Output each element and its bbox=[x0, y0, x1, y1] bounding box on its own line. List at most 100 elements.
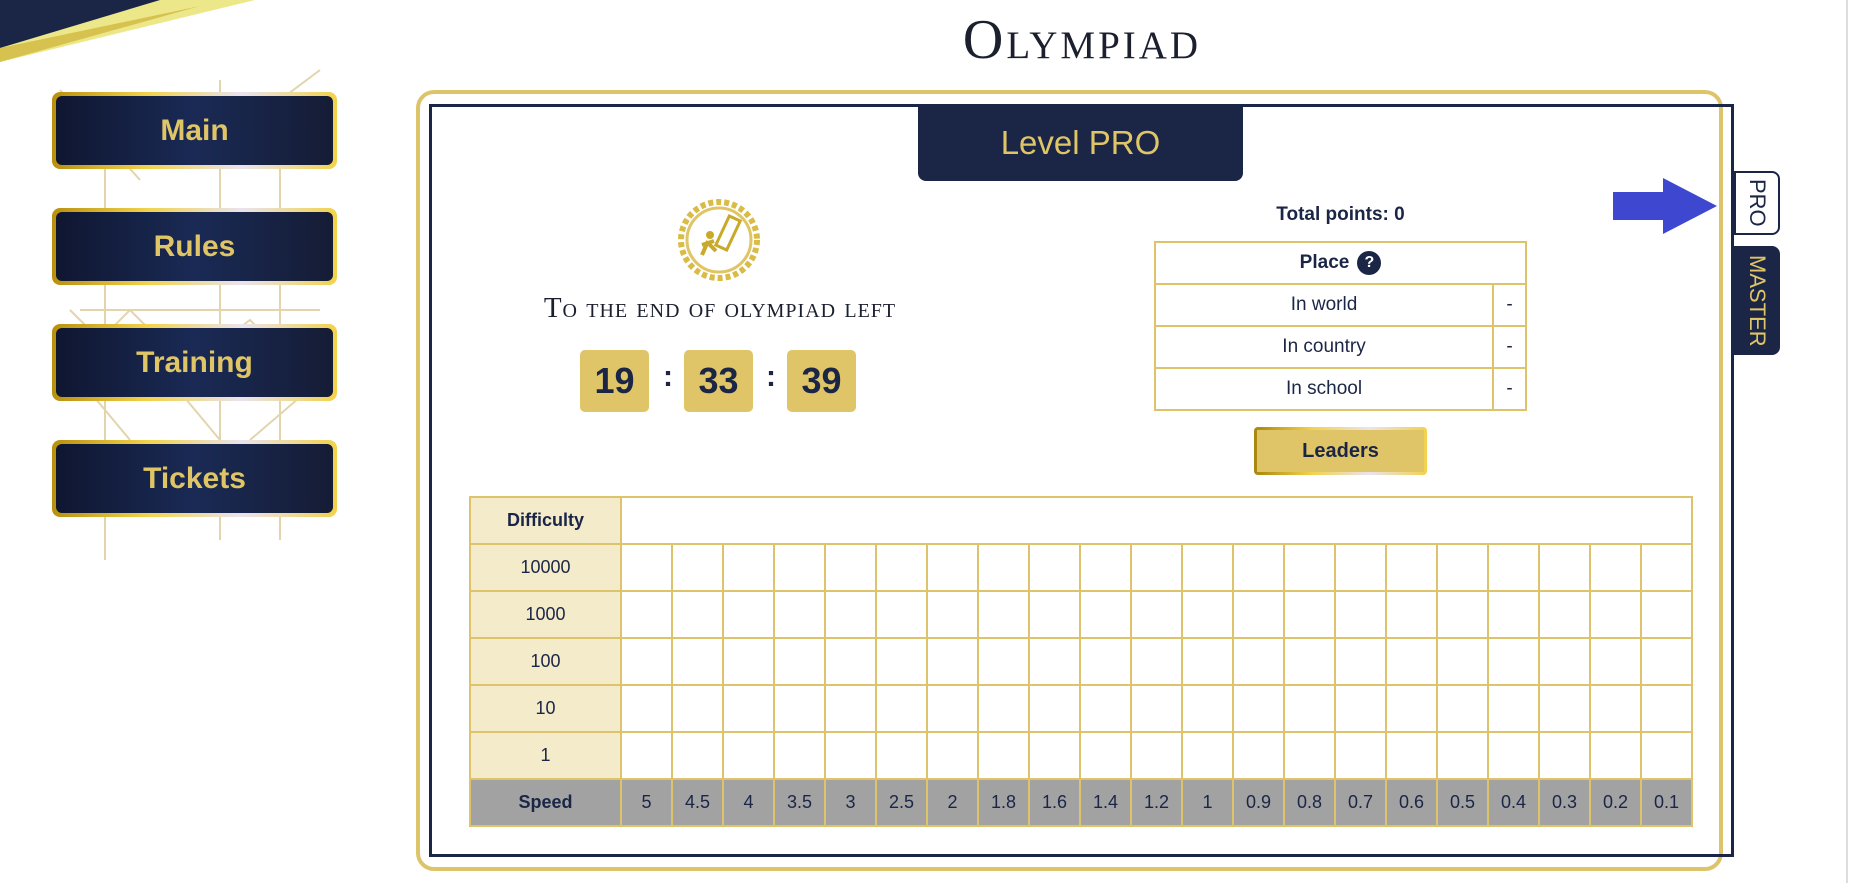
grid-cell[interactable] bbox=[1130, 637, 1183, 686]
grid-cell[interactable] bbox=[1130, 543, 1183, 592]
grid-cell[interactable] bbox=[875, 684, 928, 733]
grid-cell[interactable] bbox=[1589, 637, 1642, 686]
grid-cell[interactable] bbox=[1385, 590, 1438, 639]
grid-cell[interactable] bbox=[1640, 590, 1693, 639]
grid-cell[interactable] bbox=[1385, 543, 1438, 592]
grid-cell[interactable] bbox=[1487, 543, 1540, 592]
grid-cell[interactable] bbox=[1283, 637, 1336, 686]
grid-cell[interactable] bbox=[1538, 590, 1591, 639]
grid-cell[interactable] bbox=[1181, 637, 1234, 686]
grid-cell[interactable] bbox=[1487, 731, 1540, 780]
grid-cell[interactable] bbox=[1232, 637, 1285, 686]
grid-cell[interactable] bbox=[671, 543, 724, 592]
grid-cell[interactable] bbox=[620, 637, 673, 686]
grid-cell[interactable] bbox=[926, 543, 979, 592]
grid-cell[interactable] bbox=[1283, 543, 1336, 592]
grid-cell[interactable] bbox=[1436, 590, 1489, 639]
grid-cell[interactable] bbox=[773, 637, 826, 686]
grid-cell[interactable] bbox=[1334, 731, 1387, 780]
grid-cell[interactable] bbox=[1334, 684, 1387, 733]
grid-cell[interactable] bbox=[1283, 590, 1336, 639]
grid-cell[interactable] bbox=[1487, 637, 1540, 686]
grid-cell[interactable] bbox=[1334, 543, 1387, 592]
grid-cell[interactable] bbox=[1181, 543, 1234, 592]
grid-cell[interactable] bbox=[671, 731, 724, 780]
grid-cell[interactable] bbox=[1538, 684, 1591, 733]
grid-cell[interactable] bbox=[824, 684, 877, 733]
grid-cell[interactable] bbox=[824, 637, 877, 686]
grid-cell[interactable] bbox=[620, 684, 673, 733]
grid-cell[interactable] bbox=[671, 637, 724, 686]
grid-cell[interactable] bbox=[1028, 637, 1081, 686]
grid-cell[interactable] bbox=[671, 590, 724, 639]
grid-cell[interactable] bbox=[1436, 684, 1489, 733]
grid-cell[interactable] bbox=[1436, 543, 1489, 592]
grid-cell[interactable] bbox=[926, 637, 979, 686]
grid-cell[interactable] bbox=[1181, 684, 1234, 733]
grid-cell[interactable] bbox=[722, 543, 775, 592]
grid-cell[interactable] bbox=[875, 543, 928, 592]
grid-cell[interactable] bbox=[1079, 731, 1132, 780]
grid-cell[interactable] bbox=[1487, 684, 1540, 733]
grid-cell[interactable] bbox=[1640, 637, 1693, 686]
grid-cell[interactable] bbox=[1538, 543, 1591, 592]
grid-cell[interactable] bbox=[977, 543, 1030, 592]
scrollbar[interactable] bbox=[1846, 0, 1848, 883]
nav-training-button[interactable]: Training bbox=[52, 324, 337, 401]
grid-cell[interactable] bbox=[824, 731, 877, 780]
grid-cell[interactable] bbox=[1181, 731, 1234, 780]
grid-cell[interactable] bbox=[875, 637, 928, 686]
grid-cell[interactable] bbox=[1028, 543, 1081, 592]
grid-cell[interactable] bbox=[1334, 637, 1387, 686]
grid-cell[interactable] bbox=[1385, 637, 1438, 686]
grid-cell[interactable] bbox=[977, 731, 1030, 780]
leaders-button[interactable]: Leaders bbox=[1254, 427, 1427, 475]
grid-cell[interactable] bbox=[722, 684, 775, 733]
tab-pro[interactable]: PRO bbox=[1734, 171, 1780, 235]
grid-cell[interactable] bbox=[1385, 684, 1438, 733]
grid-cell[interactable] bbox=[1232, 684, 1285, 733]
grid-cell[interactable] bbox=[875, 731, 928, 780]
grid-cell[interactable] bbox=[1079, 637, 1132, 686]
grid-cell[interactable] bbox=[1232, 543, 1285, 592]
grid-cell[interactable] bbox=[1589, 590, 1642, 639]
grid-cell[interactable] bbox=[1538, 637, 1591, 686]
grid-cell[interactable] bbox=[1283, 684, 1336, 733]
grid-cell[interactable] bbox=[1079, 590, 1132, 639]
grid-cell[interactable] bbox=[620, 543, 673, 592]
grid-cell[interactable] bbox=[1079, 684, 1132, 733]
grid-cell[interactable] bbox=[1538, 731, 1591, 780]
grid-cell[interactable] bbox=[824, 543, 877, 592]
grid-cell[interactable] bbox=[926, 590, 979, 639]
grid-cell[interactable] bbox=[1028, 731, 1081, 780]
grid-cell[interactable] bbox=[1640, 731, 1693, 780]
grid-cell[interactable] bbox=[1130, 590, 1183, 639]
grid-cell[interactable] bbox=[671, 684, 724, 733]
grid-cell[interactable] bbox=[1436, 731, 1489, 780]
grid-cell[interactable] bbox=[1589, 543, 1642, 592]
grid-cell[interactable] bbox=[1130, 684, 1183, 733]
grid-cell[interactable] bbox=[1589, 684, 1642, 733]
grid-cell[interactable] bbox=[1181, 590, 1234, 639]
grid-cell[interactable] bbox=[977, 684, 1030, 733]
grid-cell[interactable] bbox=[1130, 731, 1183, 780]
grid-cell[interactable] bbox=[1028, 684, 1081, 733]
grid-cell[interactable] bbox=[926, 731, 979, 780]
grid-cell[interactable] bbox=[1385, 731, 1438, 780]
nav-tickets-button[interactable]: Tickets bbox=[52, 440, 337, 517]
grid-cell[interactable] bbox=[722, 637, 775, 686]
grid-cell[interactable] bbox=[773, 684, 826, 733]
grid-cell[interactable] bbox=[773, 543, 826, 592]
grid-cell[interactable] bbox=[722, 590, 775, 639]
grid-cell[interactable] bbox=[620, 590, 673, 639]
grid-cell[interactable] bbox=[1283, 731, 1336, 780]
grid-cell[interactable] bbox=[1589, 731, 1642, 780]
grid-cell[interactable] bbox=[824, 590, 877, 639]
grid-cell[interactable] bbox=[977, 637, 1030, 686]
grid-cell[interactable] bbox=[1640, 684, 1693, 733]
grid-cell[interactable] bbox=[773, 590, 826, 639]
grid-cell[interactable] bbox=[926, 684, 979, 733]
grid-cell[interactable] bbox=[773, 731, 826, 780]
grid-cell[interactable] bbox=[1232, 590, 1285, 639]
grid-cell[interactable] bbox=[977, 590, 1030, 639]
